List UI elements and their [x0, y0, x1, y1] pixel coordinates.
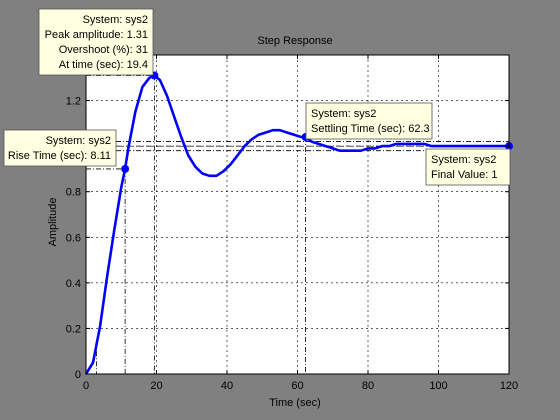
final-datatip-line: Final Value: 1 — [431, 169, 497, 181]
chart-title: Step Response — [257, 35, 332, 47]
y-tick-label: 0.2 — [66, 323, 81, 335]
y-tick-label: 1.2 — [66, 96, 81, 108]
settling-datatip-line: Settling Time (sec): 62.3 — [311, 123, 430, 135]
peak-datatip-line: At time (sec): 19.4 — [59, 59, 148, 71]
peak-datatip-box — [38, 8, 154, 76]
peak-datatip-line: Peak amplitude: 1.31 — [45, 29, 148, 41]
rise-marker — [121, 164, 130, 173]
rise-datatip-line: Rise Time (sec): 8.11 — [8, 150, 111, 162]
axes: 02040608010012000.20.40.60.811.2System: … — [3, 8, 518, 392]
x-tick-label: 0 — [83, 380, 89, 392]
x-tick-label: 60 — [291, 380, 303, 392]
settling-datatip-line: System: sys2 — [311, 108, 376, 120]
y-tick-label: 0.4 — [66, 278, 81, 290]
final-datatip-line: System: sys2 — [431, 154, 496, 166]
y-tick-label: 0.6 — [66, 232, 81, 244]
x-tick-label: 120 — [500, 380, 518, 392]
settling-datatip-box — [305, 102, 433, 140]
x-tick-label: 40 — [221, 380, 233, 392]
final-datatip: System: sys2 Final Value: 1 — [425, 148, 511, 186]
rise-datatip-line: System: sys2 — [46, 135, 111, 147]
x-axis-label: Time (sec) — [269, 397, 321, 409]
x-tick-label: 100 — [429, 380, 447, 392]
final-datatip-box — [425, 148, 511, 186]
x-tick-label: 80 — [362, 380, 374, 392]
rise-datatip: System: sys2 Rise Time (sec): 8.11 — [3, 129, 117, 167]
rise-datatip-box — [3, 129, 117, 167]
y-tick-label: 0.8 — [66, 187, 81, 199]
y-axis-label: Amplitude — [47, 198, 59, 247]
peak-datatip: System: sys2 Peak amplitude: 1.31 Overshoo… — [38, 8, 154, 76]
peak-datatip-line: Overshoot (%): 31 — [59, 44, 148, 56]
peak-datatip-line: System: sys2 — [83, 14, 148, 26]
x-tick-label: 20 — [150, 380, 162, 392]
y-tick-label: 0 — [75, 369, 81, 381]
settling-datatip: System: sys2 Settling Time (sec): 62.3 — [305, 102, 433, 140]
